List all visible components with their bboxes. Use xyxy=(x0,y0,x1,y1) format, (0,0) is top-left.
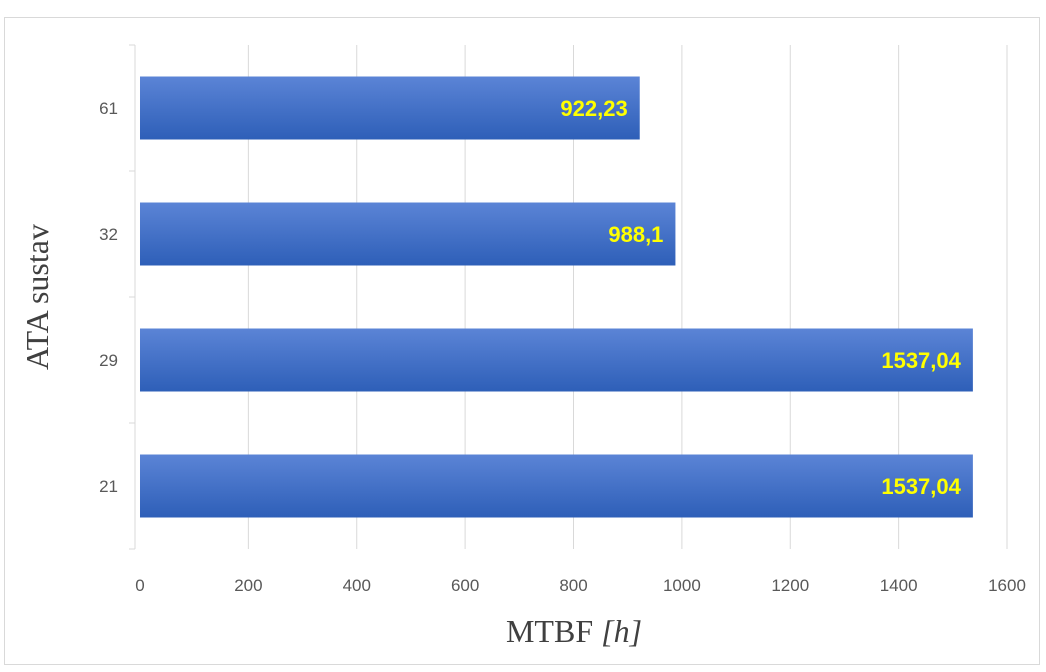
tick-labels: 0 200 400 600 800 1000 1200 1400 1600 61 32 29 21 xyxy=(99,99,1026,595)
bar-value-label: 922,23 xyxy=(560,96,627,121)
y-tick-label: 61 xyxy=(99,99,118,118)
bar xyxy=(140,328,973,392)
x-tick-label: 800 xyxy=(559,576,587,595)
x-tick-label: 600 xyxy=(451,576,479,595)
x-axis-title-main: MTBF xyxy=(506,613,601,649)
x-tick-label: 1000 xyxy=(663,576,701,595)
bar xyxy=(140,202,676,266)
bar xyxy=(140,454,973,518)
bar xyxy=(140,76,640,140)
x-tick-label: 400 xyxy=(343,576,371,595)
bar-value-label: 1537,04 xyxy=(881,348,961,373)
x-tick-label: 0 xyxy=(135,576,144,595)
x-tick-label: 1400 xyxy=(880,576,918,595)
y-tick-label: 32 xyxy=(99,225,118,244)
x-tick-label: 1600 xyxy=(988,576,1026,595)
x-tick-label: 1200 xyxy=(771,576,809,595)
x-tick-label: 200 xyxy=(234,576,262,595)
bar-value-label: 1537,04 xyxy=(881,474,961,499)
x-axis-title: MTBF [h] xyxy=(506,613,642,649)
value-labels: 922,23 988,1 1537,04 1537,04 xyxy=(560,96,961,499)
x-axis-title-unit: [h] xyxy=(601,613,642,649)
bars xyxy=(140,76,973,518)
y-axis-title: ATA sustav xyxy=(19,224,55,370)
y-axis xyxy=(129,44,136,550)
y-tick-label: 21 xyxy=(99,477,118,496)
bar-value-label: 988,1 xyxy=(608,222,663,247)
y-tick-label: 29 xyxy=(99,351,118,370)
